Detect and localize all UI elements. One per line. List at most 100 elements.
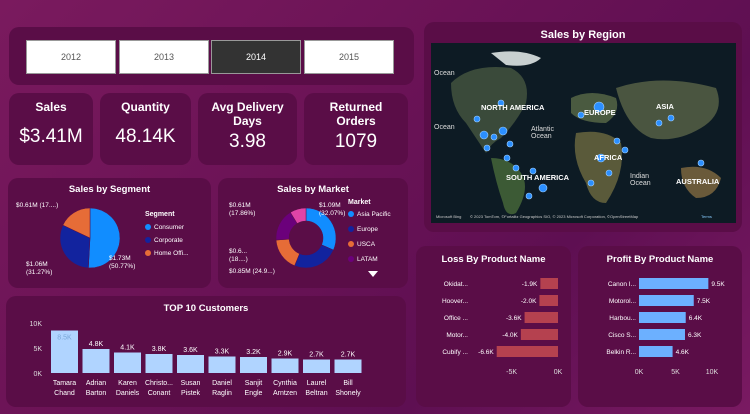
map-label-na: NORTH AMERICA [481,103,545,112]
pie-slice[interactable] [62,207,91,239]
data-label: -1.9K [522,281,538,288]
year-button-2013[interactable]: 2013 [119,40,209,74]
kpi-value: 1079 [334,131,378,152]
data-label: -6.6K [478,349,494,356]
bar[interactable] [496,346,558,357]
bar[interactable] [639,278,709,289]
data-label: 9.5K [711,281,725,288]
segment-pie[interactable] [8,178,211,288]
data-label: 8.5K [57,335,72,342]
data-label: 2.7K [341,352,356,359]
bar[interactable] [639,329,685,340]
y-tick-label: 5K [33,346,42,353]
bar[interactable] [639,295,694,306]
data-label: 4.6K [676,349,690,356]
y-tick-label: Office ... [444,315,468,322]
pie-slice[interactable] [294,244,334,269]
legend-item[interactable]: Consumer [145,224,184,231]
year-slicer: 2012 2013 2014 2015 [9,27,414,85]
chart-title: Sales by Segment [68,184,151,195]
legend-label: Corporate [154,237,183,244]
bar[interactable] [208,356,236,374]
bar[interactable] [177,355,204,373]
x-tick-label: 10K [706,369,719,376]
year-button-2014[interactable]: 2014 [211,40,301,74]
data-label: -2.0K [521,298,537,305]
map-canvas[interactable] [431,43,736,223]
bar[interactable] [303,359,330,374]
chart-title: Profit By Product Name [606,254,714,265]
legend-item[interactable]: LATAM [348,256,378,263]
map-terms-link[interactable]: Terms [701,214,712,219]
x-tick-label: Christo... [145,380,173,387]
kpi-returned: Returned Orders 1079 [304,93,408,165]
kpi-value: 48.14K [115,126,176,147]
pie-slice[interactable] [59,224,91,269]
legend-marker [348,256,354,263]
legend-scroll-down-icon[interactable] [368,271,378,278]
legend-label: Home Offi... [154,250,189,257]
legend-item[interactable]: Europe [348,226,378,233]
legend-item[interactable]: Asia Pacific [348,211,391,218]
legend-item[interactable]: Home Offi... [145,250,189,257]
profit-bars[interactable]: Canon I... 9.5K Motorol... 7.5K Harbou... 6.4… [578,246,742,407]
data-label: 4.1K [120,345,135,352]
data-label: 2.7K [309,352,324,359]
legend-item[interactable]: USCA [348,241,375,248]
x-tick-label: Cynthia [273,380,297,387]
data-label: 6.4K [689,315,703,322]
legend-marker [348,226,354,233]
data-label: $1.09M (32.07%) [319,202,346,217]
bar[interactable] [540,278,558,289]
x-tick-label: Karen [118,380,137,387]
legend-label: Consumer [154,224,184,231]
bar[interactable] [639,312,686,323]
year-button-2012[interactable]: 2012 [26,40,116,74]
data-label: -4.0K [502,332,518,339]
bar[interactable] [82,349,110,373]
loss-bars[interactable]: Okidat... -1.9K Hoover... -2.0K Office ... -3… [416,246,571,407]
bar[interactable] [145,354,173,373]
data-label: 3.6K [183,347,198,354]
bar[interactable] [520,329,558,340]
loss-by-product-chart: Loss By Product Name Okidat... -1.9K Hoove… [416,246,571,407]
y-tick-label: Motor... [446,332,468,339]
bar[interactable] [539,295,558,306]
legend-item[interactable]: Corporate [145,237,183,244]
y-tick-label: Motorol... [609,298,636,305]
map-label-au: AUSTRALIA [676,177,720,186]
x-tick-label: Conant [148,390,171,397]
data-label: $0.61M (17....) [16,202,59,209]
bar[interactable] [240,357,267,373]
y-tick-label: Canon I... [608,281,636,288]
map-label-af: AFRICA [594,153,623,162]
pie-slice[interactable] [290,207,307,224]
kpi-label: Returned Orders [329,100,383,128]
x-tick-label: Raglin [212,390,232,397]
pie-slice[interactable] [275,238,300,267]
x-tick-label: Chand [54,390,75,397]
kpi-avg-delivery: Avg Delivery Days 3.98 [198,93,297,165]
data-label: 3.2K [246,349,261,356]
map-label-sa: SOUTH AMERICA [506,173,570,182]
bar[interactable] [334,359,362,374]
data-label: 2.9K [278,351,293,358]
legend-title: Market [348,199,371,206]
bar[interactable] [114,352,141,374]
bar[interactable] [271,358,299,374]
map-label-asia: ASIA [656,102,674,111]
data-label: 4.8K [89,341,104,348]
profit-by-product-chart: Profit By Product Name Canon I... 9.5K Mot… [578,246,742,407]
data-label: 7.5K [697,298,711,305]
pie-slice[interactable] [88,207,121,269]
customers-bars[interactable]: 0K 5K 10K 8.5K Tamara Chand 4.8K Adrian Barton 4.… [6,296,406,407]
market-donut[interactable] [218,178,408,288]
legend-title: Segment [145,211,175,218]
x-tick-label: Shonely [335,390,361,397]
bar[interactable] [524,312,558,323]
bar[interactable] [639,346,673,357]
bar[interactable] [51,330,78,374]
legend-marker [145,224,151,231]
map-title: Sales by Region [540,29,626,41]
year-button-2015[interactable]: 2015 [304,40,394,74]
